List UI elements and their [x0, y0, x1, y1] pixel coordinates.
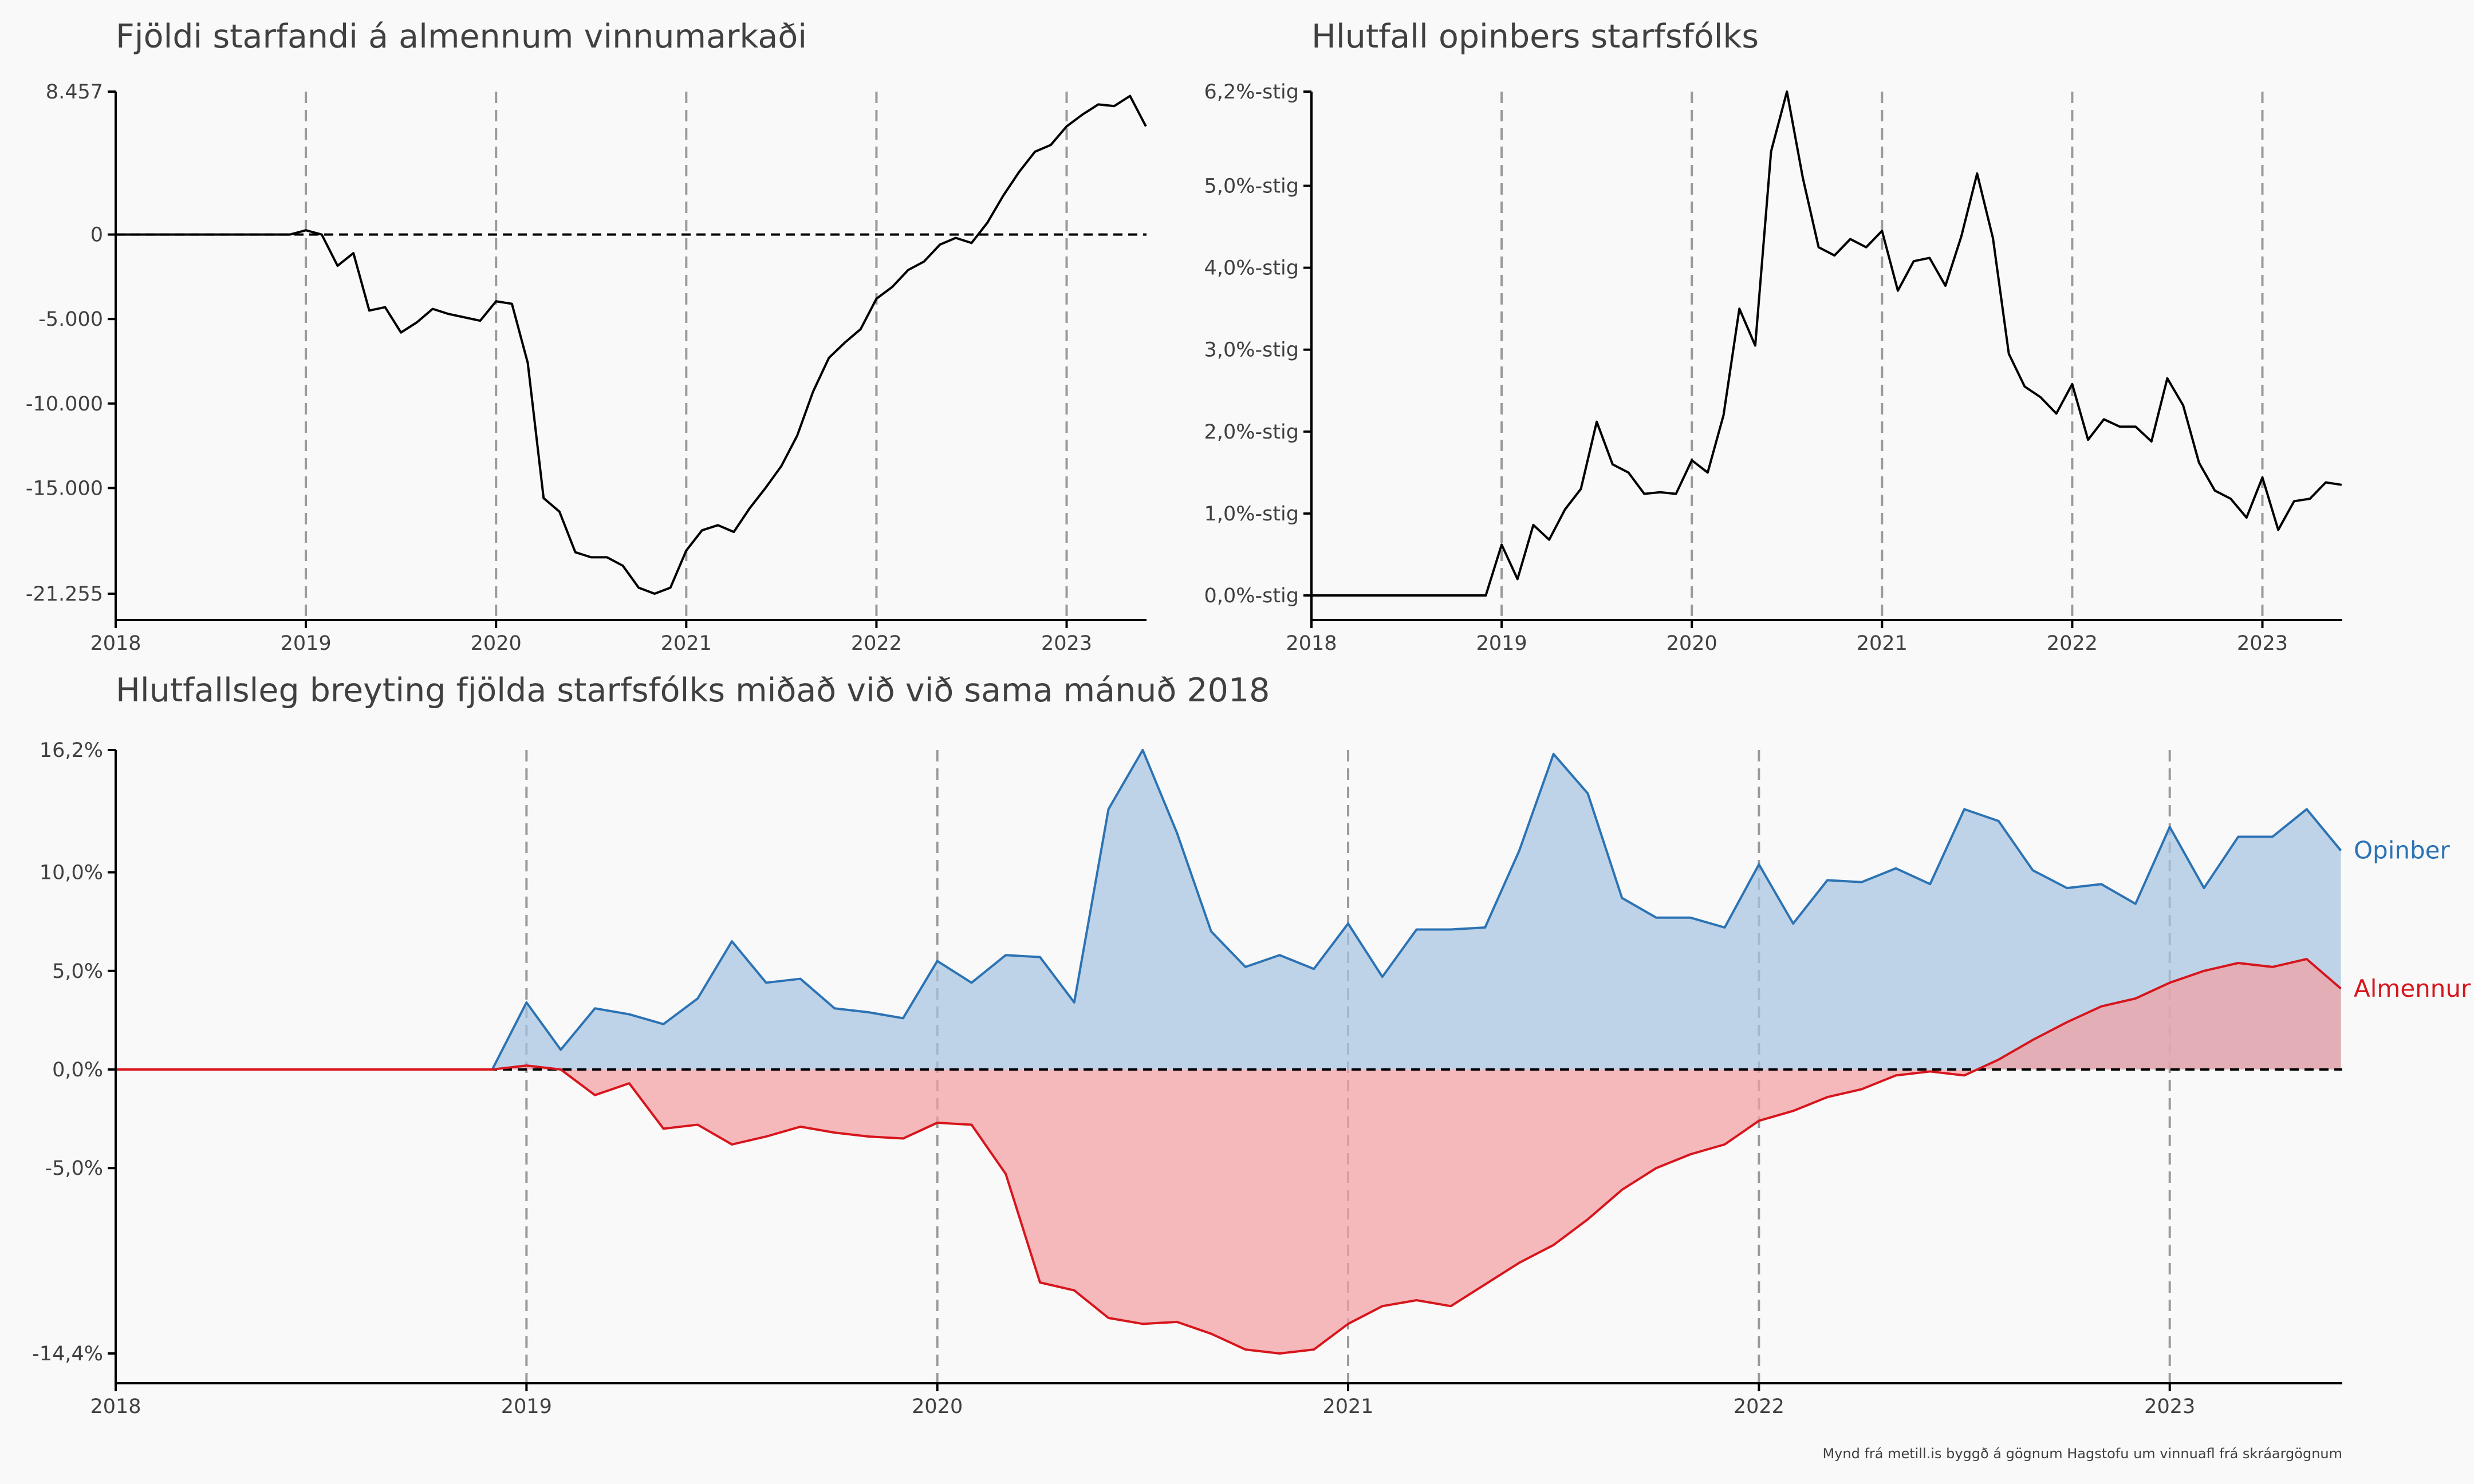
- y-tick-label: -5.000: [38, 308, 103, 331]
- y-tick-label: -15.000: [26, 477, 103, 500]
- y-tick-label: 0,0%-stig: [1204, 585, 1299, 607]
- x-tick-label: 2019: [281, 632, 332, 655]
- x-tick-label: 2022: [851, 632, 902, 655]
- y-tick-label: -10.000: [26, 393, 103, 416]
- x-tick-label: 2018: [1286, 632, 1337, 655]
- caption: Mynd frá metill.is byggð á gögnum Hagsto…: [1822, 1446, 2342, 1462]
- x-tick-label: 2022: [2047, 632, 2098, 655]
- x-tick-label: 2023: [2237, 632, 2288, 655]
- x-tick-label: 2021: [661, 632, 712, 655]
- x-tick-label: 2020: [471, 632, 522, 655]
- x-tick-label: 2021: [1322, 1395, 1373, 1418]
- series-line: [1311, 90, 2342, 597]
- y-tick-label: 8.457: [46, 81, 103, 104]
- y-tick-label: 3,0%-stig: [1204, 339, 1299, 362]
- y-tick-label: 0: [90, 224, 103, 247]
- chart-title: Fjöldi starfandi á almennum vinnumarkaði: [116, 18, 807, 56]
- series-label-almennur: Almennur: [2354, 974, 2471, 1003]
- y-tick-label: 5,0%: [52, 960, 103, 983]
- series-label-opinber: Opinber: [2354, 836, 2451, 865]
- x-tick-label: 2020: [1667, 632, 1717, 655]
- y-tick-label: 5,0%-stig: [1204, 175, 1299, 198]
- x-tick-label: 2022: [1734, 1395, 1784, 1418]
- x-tick-label: 2020: [912, 1395, 963, 1418]
- y-tick-label: -21.255: [26, 583, 103, 606]
- y-tick-label: 10,0%: [40, 862, 103, 885]
- series-line-almennur: [116, 958, 2342, 1355]
- x-tick-label: 2019: [1476, 632, 1527, 655]
- chart-relative-change: Hlutfallsleg breyting fjölda starfsfólks…: [32, 672, 2471, 1418]
- y-tick-label: 6,2%-stig: [1204, 81, 1299, 104]
- x-tick-label: 2021: [1857, 632, 1908, 655]
- x-tick-label: 2018: [90, 632, 141, 655]
- y-tick-label: 0,0%: [52, 1059, 103, 1082]
- chart-title: Hlutfallsleg breyting fjölda starfsfólks…: [116, 672, 1270, 709]
- y-tick-label: -14,4%: [32, 1343, 103, 1365]
- chart-title: Hlutfall opinbers starfsfólks: [1311, 18, 1759, 56]
- x-tick-label: 2023: [2144, 1395, 2195, 1418]
- y-tick-label: -5,0%: [45, 1157, 103, 1180]
- area-almennur: [116, 959, 2341, 1353]
- x-tick-label: 2023: [1041, 632, 1092, 655]
- x-tick-label: 2019: [501, 1395, 552, 1418]
- y-tick-label: 2,0%-stig: [1204, 421, 1299, 444]
- x-tick-label: 2018: [90, 1395, 141, 1418]
- y-tick-label: 1,0%-stig: [1204, 503, 1299, 526]
- chart-public-share: Hlutfall opinbers starfsfólks 6,2%-stig 5,…: [1204, 18, 2342, 655]
- series-line: [116, 94, 1147, 595]
- area-opinber: [116, 750, 2341, 1069]
- chart-private-employment: Fjöldi starfandi á almennum vinnumarkaði…: [26, 18, 1147, 655]
- y-tick-label: 16,2%: [40, 739, 103, 762]
- y-tick-label: 4,0%-stig: [1204, 257, 1299, 280]
